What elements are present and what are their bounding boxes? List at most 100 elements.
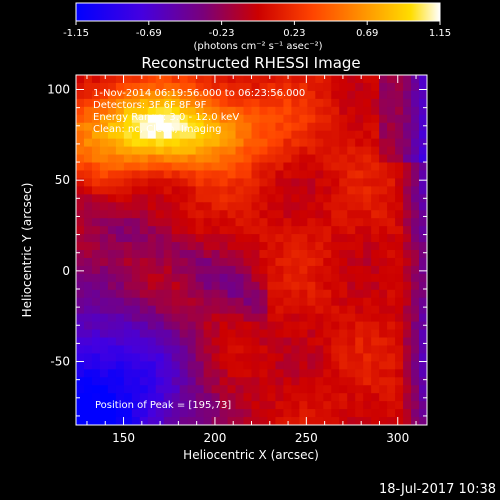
heatmap-cell [171,369,181,378]
heatmap-cell [155,361,165,370]
heatmap-cell [99,377,109,386]
heatmap-cell [307,138,316,148]
heatmap-cell [83,265,93,275]
heatmap-cell [219,361,229,370]
heatmap-cell [203,242,213,251]
heatmap-cell [131,226,141,235]
heatmap-cell [187,226,197,235]
heatmap-cell [76,154,85,164]
heatmap-cell [243,114,253,124]
heatmap-cell [219,106,229,116]
heatmap-cell [387,114,396,124]
heatmap-cell [395,377,404,386]
heatmap-cell [76,226,85,235]
heatmap-cell [259,297,269,307]
heatmap-cell [227,401,237,410]
heatmap-cell [291,297,300,307]
heatmap-cell [147,242,157,251]
heatmap-cell [403,250,412,259]
heatmap-cell [211,178,221,187]
heatmap-cell [395,385,404,394]
heatmap-cell [187,385,197,394]
heatmap-cell [171,242,181,251]
heatmap-cell [155,226,165,235]
heatmap-cell [187,273,197,283]
heatmap-cell [259,393,269,402]
heatmap-cell [403,138,412,148]
heatmap-cell [163,82,173,92]
heatmap-cell [411,273,420,283]
heatmap-cell [139,257,149,267]
heatmap-cell [371,226,380,235]
heatmap-cell [235,345,245,354]
heatmap-cell [171,234,181,243]
chart-title: Reconstructed RHESSI Image [141,54,360,72]
heatmap-cell [323,170,332,179]
heatmap-cell [107,337,117,347]
heatmap-cell [123,178,133,187]
heatmap-cell [323,345,332,354]
heatmap-cell [99,218,109,227]
heatmap-cell [195,353,205,362]
heatmap-cell [411,281,420,291]
heatmap-cell [227,194,237,203]
heatmap-cell [76,369,85,378]
heatmap-cell [323,289,332,299]
heatmap-cell [323,305,332,315]
heatmap-cell [339,210,348,219]
heatmap-cell [147,361,157,370]
heatmap-cell [371,122,380,132]
heatmap-cell [76,178,85,187]
heatmap-cell [371,106,380,116]
heatmap-cell [195,393,205,402]
heatmap-cell [379,146,388,156]
heatmap-cell [347,82,356,92]
heatmap-cell [139,218,149,227]
heatmap-cell [171,98,181,108]
heatmap-cell [211,154,221,164]
heatmap-cell [171,162,181,172]
heatmap-cell [267,170,277,179]
heatmap-cell [403,210,412,219]
heatmap-cell [299,82,308,92]
heatmap-cell [203,170,213,179]
heatmap-cell [179,186,189,195]
heatmap-cell [83,186,93,195]
heatmap-cell [235,265,245,275]
heatmap-cell [411,98,420,108]
heatmap-cell [195,313,205,323]
heatmap-cell [83,98,93,108]
heatmap-cell [403,409,412,418]
heatmap-cell [331,281,340,291]
heatmap-cell [363,329,372,339]
heatmap-cell [99,202,109,211]
heatmap-cell [283,130,292,140]
heatmap-cell [203,345,213,354]
heatmap-cell [379,202,388,211]
heatmap-cell [187,202,197,211]
heatmap-cell [275,297,285,307]
heatmap-cell [379,170,388,179]
heatmap-cell [131,409,141,418]
heatmap-cell [387,250,396,259]
heatmap-cell [363,170,372,179]
heatmap-cell [131,218,141,227]
heatmap-cell [131,377,141,386]
heatmap-cell [83,329,93,339]
heatmap-cell [91,90,101,100]
heatmap-cell [171,305,181,315]
heatmap-cell [347,194,356,203]
heatmap-cell [419,154,427,164]
heatmap-cell [99,234,109,243]
heatmap-cell [339,393,348,402]
heatmap-cell [339,242,348,251]
heatmap-cell [291,257,300,267]
heatmap-cell [331,297,340,307]
heatmap-cell [235,186,245,195]
heatmap-cell [339,106,348,116]
heatmap-cell [259,409,269,418]
x-tick-label: 300 [386,431,409,445]
heatmap-cell [363,297,372,307]
heatmap-cell [315,385,324,394]
heatmap-cell [331,361,340,370]
